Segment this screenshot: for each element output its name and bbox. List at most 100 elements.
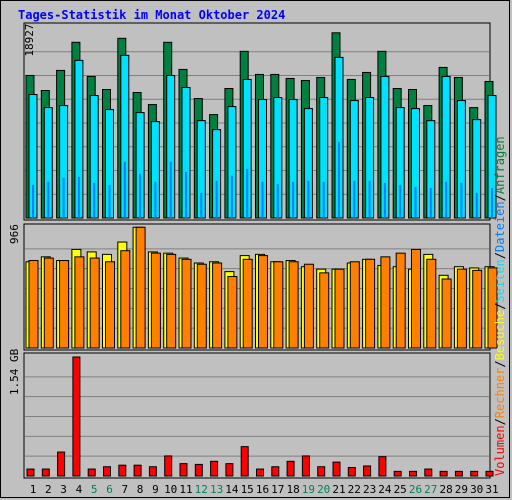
x-label-day-2: 2 xyxy=(45,483,52,496)
dateien-bar-day-31 xyxy=(491,187,493,218)
dateien-bar-day-10 xyxy=(169,161,172,218)
dateien-bar-day-2 xyxy=(47,181,50,218)
x-label-day-6: 6 xyxy=(106,483,113,496)
legend-dateien: Dateien xyxy=(493,201,507,252)
dateien-bar-day-24 xyxy=(383,182,386,218)
chart-title: Tages-Statistik im Monat Oktober 2024 xyxy=(18,8,286,22)
volumen-bar-day-15 xyxy=(240,446,249,477)
dateien-bar-day-25 xyxy=(399,184,402,218)
dateien-bar-day-8 xyxy=(139,173,142,218)
x-label-day-31: 31 xyxy=(485,483,498,496)
x-label-day-4: 4 xyxy=(76,483,83,496)
legend-volumen: Volumen xyxy=(493,425,507,476)
volumen-bar-day-25 xyxy=(393,470,402,477)
legend-sep-3: / xyxy=(493,303,507,310)
rechner-bar-day-2 xyxy=(43,257,54,349)
legend-seiten: Seiten xyxy=(493,259,507,302)
dateien-bar-day-15 xyxy=(246,168,249,218)
x-label-day-29: 29 xyxy=(455,483,468,496)
rechner-bar-day-18 xyxy=(288,261,299,349)
x-label-day-10: 10 xyxy=(164,483,177,496)
rechner-bar-day-27 xyxy=(426,258,437,349)
panel-volume xyxy=(23,352,494,479)
rechner-bar-day-20 xyxy=(319,272,330,349)
volumen-bar-day-21 xyxy=(332,461,341,477)
x-label-day-17: 17 xyxy=(271,483,284,496)
panel-requests-files-pages xyxy=(23,22,497,221)
volumen-bar-day-5 xyxy=(87,468,96,477)
x-label-day-11: 11 xyxy=(179,483,192,496)
x-label-day-1: 1 xyxy=(30,483,37,496)
dateien-bar-day-4 xyxy=(77,176,80,218)
rechner-bar-day-7 xyxy=(120,250,131,349)
volumen-bar-day-30 xyxy=(470,470,479,477)
dateien-bar-day-13 xyxy=(215,180,218,218)
volumen-bar-day-29 xyxy=(454,470,463,477)
legend: Volumen/Rechner/Besuche/Seiten/Dateien/A… xyxy=(493,136,507,476)
panel-visits-hosts xyxy=(23,223,498,351)
rechner-bar-day-21 xyxy=(334,268,345,349)
x-label-day-13: 13 xyxy=(210,483,223,496)
volumen-bar-day-27 xyxy=(424,468,433,477)
rechner-bar-day-3 xyxy=(59,260,70,349)
rechner-bar-day-17 xyxy=(273,261,284,349)
dateien-bar-day-5 xyxy=(93,182,96,218)
x-label-day-16: 16 xyxy=(256,483,269,496)
volumen-bar-day-19 xyxy=(301,455,310,477)
x-label-day-8: 8 xyxy=(137,483,144,496)
x-label-day-21: 21 xyxy=(332,483,345,496)
x-label-day-28: 28 xyxy=(439,483,452,496)
dateien-bar-day-1 xyxy=(32,184,34,218)
dateien-bar-day-27 xyxy=(429,187,432,218)
volumen-bar-day-6 xyxy=(103,466,111,477)
legend-anfragen: Anfragen xyxy=(493,136,507,194)
x-label-day-24: 24 xyxy=(378,483,392,496)
x-label-day-12: 12 xyxy=(195,483,208,496)
y-axis-max-top: 18927 xyxy=(23,23,36,56)
volumen-bar-day-14 xyxy=(225,463,234,477)
rechner-bar-day-29 xyxy=(456,268,467,349)
dateien-bar-day-26 xyxy=(414,186,417,218)
volumen-bar-day-31 xyxy=(485,470,494,477)
rechner-bar-day-5 xyxy=(89,257,100,349)
rechner-bar-day-23 xyxy=(365,258,376,349)
x-label-day-14: 14 xyxy=(225,483,239,496)
volumen-bar-day-3 xyxy=(57,451,66,477)
legend-sep-1: / xyxy=(493,418,507,425)
volumen-bar-day-10 xyxy=(164,455,173,477)
x-label-day-23: 23 xyxy=(363,483,376,496)
dateien-bar-day-18 xyxy=(292,181,295,218)
dateien-bar-day-17 xyxy=(276,183,279,218)
dateien-bar-day-7 xyxy=(123,161,126,218)
y-axis-max-middle: 966 xyxy=(8,224,21,244)
volumen-bar-day-28 xyxy=(439,470,448,477)
x-label-day-7: 7 xyxy=(121,483,128,496)
dateien-bar-day-22 xyxy=(353,180,356,218)
volumen-bar-day-4 xyxy=(72,356,81,477)
volumen-bar-day-24 xyxy=(378,456,387,477)
x-label-day-20: 20 xyxy=(317,483,330,496)
dateien-bar-day-21 xyxy=(338,141,340,218)
rechner-bar-day-1 xyxy=(28,260,39,349)
rechner-bar-day-16 xyxy=(258,255,268,349)
x-axis-day-labels: 1 2 3 4 5 6 7 8 9 10 11 12 13 14 15 16 17 18 19 20 21 22 23 24 2… xyxy=(30,483,499,496)
volumen-bar-day-1 xyxy=(26,468,35,477)
volumen-bar-day-13 xyxy=(210,460,219,477)
rechner-bar-day-15 xyxy=(242,258,253,349)
legend-sep-4: / xyxy=(493,252,507,259)
x-label-day-9: 9 xyxy=(152,483,159,496)
volumen-bar-day-16 xyxy=(256,468,264,477)
x-label-day-18: 18 xyxy=(286,483,299,496)
rechner-bar-day-11 xyxy=(181,258,192,349)
dateien-bar-day-16 xyxy=(261,181,264,218)
volumen-bar-day-8 xyxy=(133,464,142,477)
dateien-bar-day-9 xyxy=(154,181,157,218)
rechner-bar-day-12 xyxy=(196,263,207,349)
volumen-bar-day-23 xyxy=(363,465,372,477)
volumen-bar-day-12 xyxy=(194,463,203,477)
x-label-day-30: 30 xyxy=(470,483,483,496)
rechner-bar-day-14 xyxy=(227,276,238,349)
rechner-bar-day-8 xyxy=(135,226,146,349)
volumen-bar-day-9 xyxy=(148,466,157,477)
